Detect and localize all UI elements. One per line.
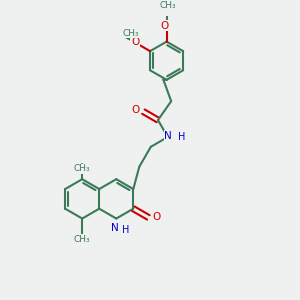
Text: O: O — [152, 212, 160, 222]
Text: H: H — [178, 132, 185, 142]
Text: CH₃: CH₃ — [74, 235, 91, 244]
Text: O: O — [131, 38, 139, 47]
Text: O: O — [131, 105, 140, 115]
Text: CH₃: CH₃ — [160, 1, 176, 10]
Text: CH₃: CH₃ — [123, 29, 139, 38]
Text: H: H — [122, 225, 130, 235]
Text: O: O — [160, 21, 169, 31]
Text: N: N — [164, 130, 172, 141]
Text: N: N — [111, 224, 119, 233]
Text: CH₃: CH₃ — [74, 164, 91, 173]
